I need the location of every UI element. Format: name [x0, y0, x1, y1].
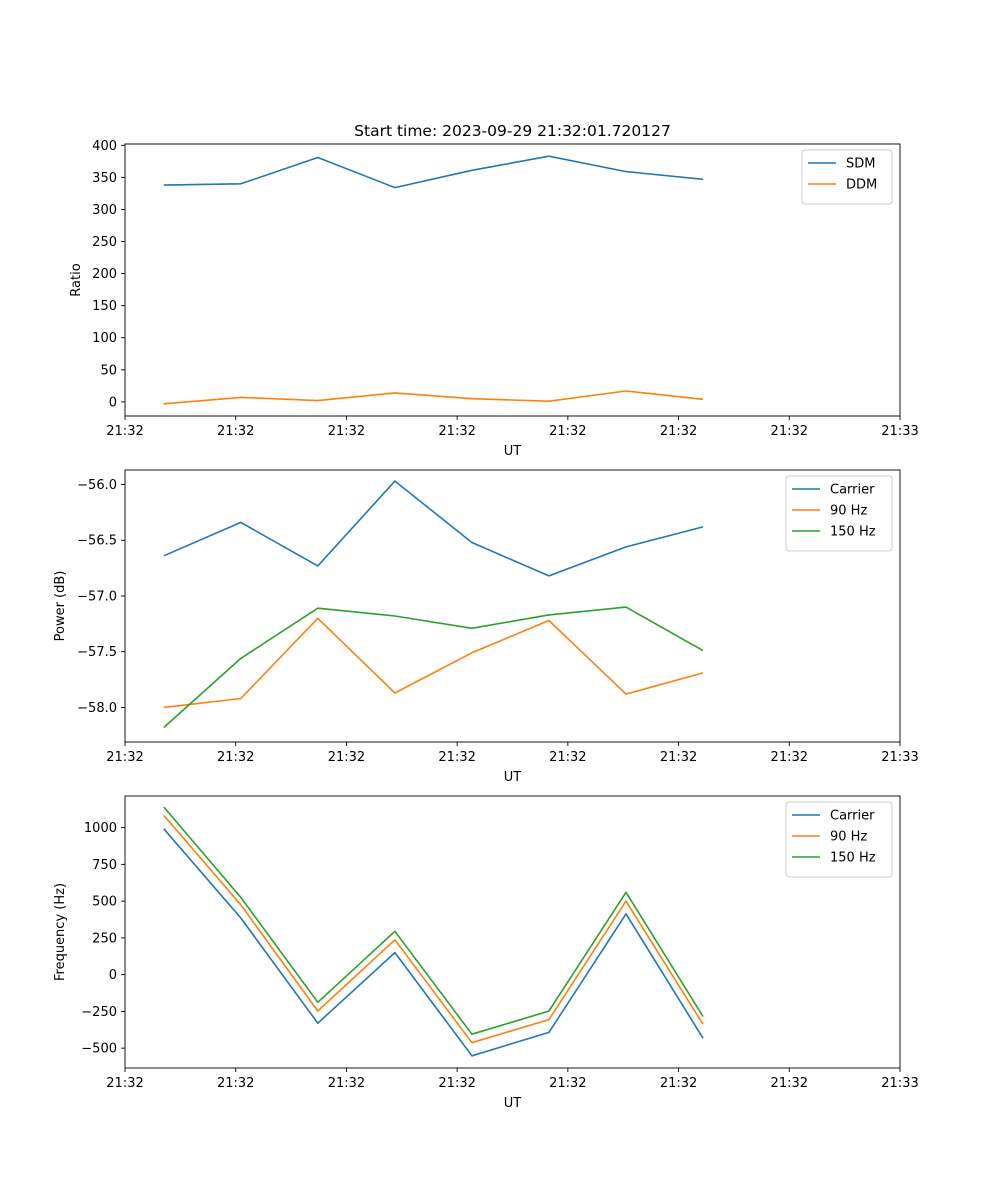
power-x-tick-label: 21:33	[881, 750, 918, 765]
power-x-tick-label: 21:32	[438, 750, 475, 765]
frequency-y-tick-label: −250	[81, 1005, 117, 1020]
power-series-150-hz-line	[163, 606, 704, 729]
frequency-y-tick-label: −500	[81, 1042, 117, 1057]
ratio-series-ddm-line	[163, 390, 704, 405]
frequency-x-tick-label: 21:32	[771, 1076, 808, 1091]
power-y-tick-label: −56.0	[77, 478, 117, 493]
power-legend-box	[785, 475, 893, 552]
power-y-tick-label: −57.0	[77, 589, 117, 604]
ratio-legend-entry: SDM	[846, 157, 875, 172]
ratio-x-tick-label: 21:32	[660, 424, 697, 439]
power-x-tick-label: 21:32	[549, 750, 586, 765]
chart-frequency: 21:32 21:32 21:32 21:32 21:32 21:32 21:32 21:33…	[53, 795, 919, 1111]
power-y-tick-label: −57.5	[77, 645, 117, 660]
ratio-y-tick-label: 200	[92, 267, 117, 282]
ratio-y-tick-label: 350	[92, 171, 117, 186]
ratio-series-sdm-line	[163, 155, 704, 189]
frequency-x-tick-label: 21:33	[881, 1076, 918, 1091]
frequency-legend-box	[785, 801, 893, 878]
ratio-y-tick-label: 100	[92, 331, 117, 346]
frequency-x-tick-label: 21:32	[549, 1076, 586, 1091]
ratio-x-tick-label: 21:32	[438, 424, 475, 439]
ratio-legend: SDM DDM	[801, 149, 893, 205]
ratio-axes-frame	[124, 143, 901, 417]
power-y-tick-label: −58.0	[77, 701, 117, 716]
power-series-90-hz-line	[163, 617, 704, 709]
ratio-y-tick-label: 400	[92, 139, 117, 154]
ratio-y-tick-label: 0	[109, 395, 117, 410]
ratio-legend-entry: DDM	[846, 178, 877, 193]
frequency-legend-entry: 150 Hz	[830, 851, 876, 866]
frequency-x-tick-label: 21:32	[660, 1076, 697, 1091]
power-x-tick-label: 21:32	[660, 750, 697, 765]
ratio-y-tick-label: 250	[92, 235, 117, 250]
ratio-y-axis-label: Ratio	[69, 263, 84, 296]
frequency-legend-entry: 90 Hz	[830, 830, 867, 845]
power-x-tick-label: 21:32	[328, 750, 365, 765]
frequency-x-tick-label: 21:32	[328, 1076, 365, 1091]
frequency-y-tick-label: 250	[92, 931, 117, 946]
frequency-axes-frame	[124, 795, 901, 1069]
frequency-x-axis-label: UT	[504, 1096, 522, 1111]
ratio-y-tick-label: 150	[92, 299, 117, 314]
ratio-x-tick-label: 21:32	[217, 424, 254, 439]
frequency-series-90-hz-line	[163, 814, 704, 1044]
power-legend: Carrier 90 Hz 150 Hz	[785, 475, 893, 552]
frequency-legend: Carrier 90 Hz 150 Hz	[785, 801, 893, 878]
frequency-y-tick-label: 0	[109, 968, 117, 983]
frequency-y-axis-label: Frequency (Hz)	[53, 883, 68, 981]
power-legend-entry: Carrier	[830, 483, 875, 498]
power-y-axis-label: Power (dB)	[53, 571, 68, 642]
ratio-y-tick-label: 300	[92, 203, 117, 218]
frequency-y-tick-label: 1000	[84, 821, 117, 836]
power-x-tick-label: 21:32	[771, 750, 808, 765]
chart-power: 21:32 21:32 21:32 21:32 21:32 21:32 21:32 21:33…	[53, 469, 919, 785]
ratio-x-tick-label: 21:32	[328, 424, 365, 439]
figure-title: Start time: 2023-09-29 21:32:01.720127	[354, 122, 671, 140]
power-x-tick-label: 21:32	[217, 750, 254, 765]
power-x-axis-label: UT	[504, 770, 522, 785]
frequency-legend-entry: Carrier	[830, 809, 875, 824]
power-legend-entry: 150 Hz	[830, 525, 876, 540]
ratio-x-tick-label: 21:32	[106, 424, 143, 439]
frequency-x-tick-label: 21:32	[106, 1076, 143, 1091]
ratio-x-tick-label: 21:32	[549, 424, 586, 439]
power-series-carrier-line	[163, 480, 704, 577]
power-x-tick-label: 21:32	[106, 750, 143, 765]
power-legend-entry: 90 Hz	[830, 504, 867, 519]
frequency-series-150-hz-line	[163, 806, 704, 1035]
ratio-x-tick-label: 21:32	[771, 424, 808, 439]
ratio-y-tick-label: 50	[100, 363, 117, 378]
frequency-x-tick-label: 21:32	[438, 1076, 475, 1091]
frequency-y-tick-label: 500	[92, 895, 117, 910]
frequency-series-carrier-line	[163, 828, 704, 1057]
chart-ratio: 21:32 21:32 21:32 21:32 21:32 21:32 21:32 21:33…	[69, 139, 919, 459]
ratio-x-axis-label: UT	[504, 444, 522, 459]
frequency-y-tick-label: 750	[92, 858, 117, 873]
power-y-tick-label: −56.5	[77, 534, 117, 549]
power-axes-frame	[124, 469, 901, 743]
ratio-x-tick-label: 21:33	[881, 424, 918, 439]
frequency-x-tick-label: 21:32	[217, 1076, 254, 1091]
